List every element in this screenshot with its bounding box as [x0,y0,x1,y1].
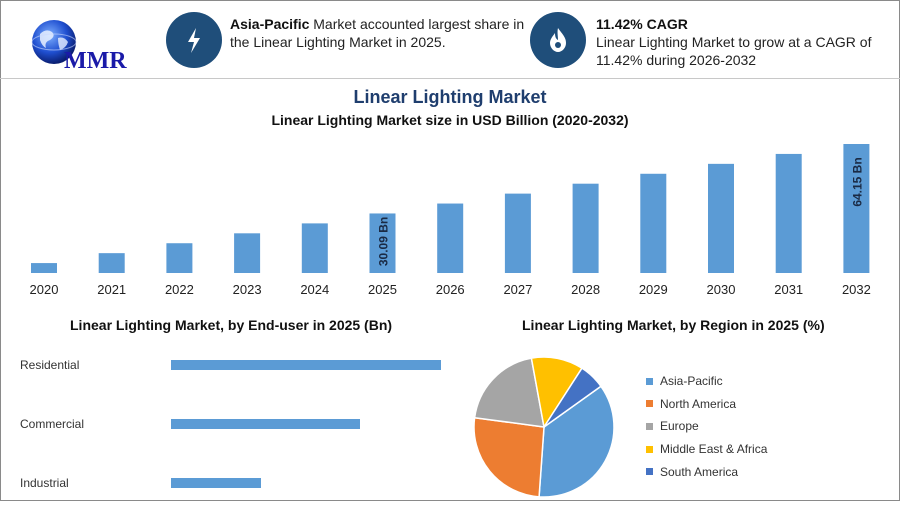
bar-2027 [504,193,531,273]
info-icon-circle [530,12,586,68]
bar-2024 [301,223,328,273]
flame-icon [550,28,566,52]
legend-swatch [646,400,653,408]
region-chart-title: Linear Lighting Market, by Region in 202… [522,317,825,333]
legend-item: South America [646,460,767,483]
pie-slice-europe [473,357,545,428]
legend-label: South America [660,464,739,479]
legend-label: Asia-Pacific [660,374,723,389]
lightning-icon [188,28,200,53]
info-bold-cagr: 11.42% CAGR [596,16,688,32]
region-legend: Asia-Pacific North America Europe Middle Ea… [646,370,767,483]
legend-item: Europe [646,415,767,438]
main-title: Linear Lighting Market [353,87,547,107]
bar-2020 [31,263,57,273]
x-tick-label: 2025 [368,282,397,297]
info-text-region: Asia-Pacific Market accounted largest sh… [230,15,526,51]
bar-2021 [98,253,125,273]
info-icon-circle [166,12,222,68]
legend-swatch [646,422,653,430]
x-tick-label: 2032 [842,282,871,297]
bar-2032 [843,144,870,273]
x-tick-label: 2024 [300,282,329,297]
logo-text: MMR [64,48,127,74]
legend-label: Europe [660,419,699,434]
info-body-cagr: Linear Lighting Market to grow at a CAGR… [596,34,872,68]
info-body-region: Market accounted largest share in the Li… [230,16,525,50]
bar-2028 [572,183,599,273]
bar-2025 [369,213,396,273]
x-tick-label: 2030 [707,282,736,297]
legend-item: Middle East & Africa [646,438,767,461]
bar-2030 [708,163,734,273]
legend-swatch [646,445,653,453]
x-tick-label: 2031 [774,282,803,297]
x-tick-label: 2028 [571,282,600,297]
data-label: 64.15 Bn [850,157,864,206]
pie-slice-north-america [473,416,545,498]
mmr-logo: MMR [14,14,144,80]
region-pie-chart [473,356,615,498]
legend-label: Middle East & Africa [660,442,768,457]
legend-item: Asia-Pacific [646,370,767,393]
pie-slice-south-america [543,367,602,428]
info-text-cagr: 11.42% CAGR Linear Lighting Market to gr… [596,15,886,69]
enduser-chart-title: Linear Lighting Market, by End-user in 2… [70,317,393,333]
globe-icon [31,20,77,64]
enduser-category-label: Residential [20,358,79,372]
bar-2031 [775,153,802,273]
enduser-category-label: Commercial [20,417,84,431]
market-size-bar-chart: 2020 2021 2022 2023 2024 2025 30.09 Bn 2026 2027… [30,144,871,297]
x-tick-label: 2020 [30,282,59,297]
info-bold-region: Asia-Pacific [230,16,310,32]
legend-swatch [646,468,653,476]
legend-item: North America [646,393,767,416]
legend-swatch [646,377,653,385]
bar-2022 [166,243,193,273]
enduser-bar-chart: Residential Commercial Industrial [20,358,441,490]
enduser-bar-residential [171,360,441,370]
enduser-category-label: Industrial [20,476,69,490]
x-tick-label: 2027 [503,282,532,297]
pie-slice-asia-pacific [538,385,615,498]
enduser-bar-commercial [171,419,360,429]
x-tick-label: 2021 [97,282,126,297]
data-label: 30.09 Bn [377,217,391,266]
x-tick-label: 2022 [165,282,194,297]
bar-2029 [640,173,667,273]
bar-2023 [234,233,261,273]
bar-2026 [437,203,464,273]
x-tick-label: 2023 [233,282,262,297]
legend-label: North America [660,396,737,411]
enduser-bar-industrial [171,478,261,488]
main-subtitle: Linear Lighting Market size in USD Billi… [271,112,629,128]
x-tick-label: 2029 [639,282,668,297]
header-divider [0,78,900,79]
x-tick-label: 2026 [436,282,465,297]
